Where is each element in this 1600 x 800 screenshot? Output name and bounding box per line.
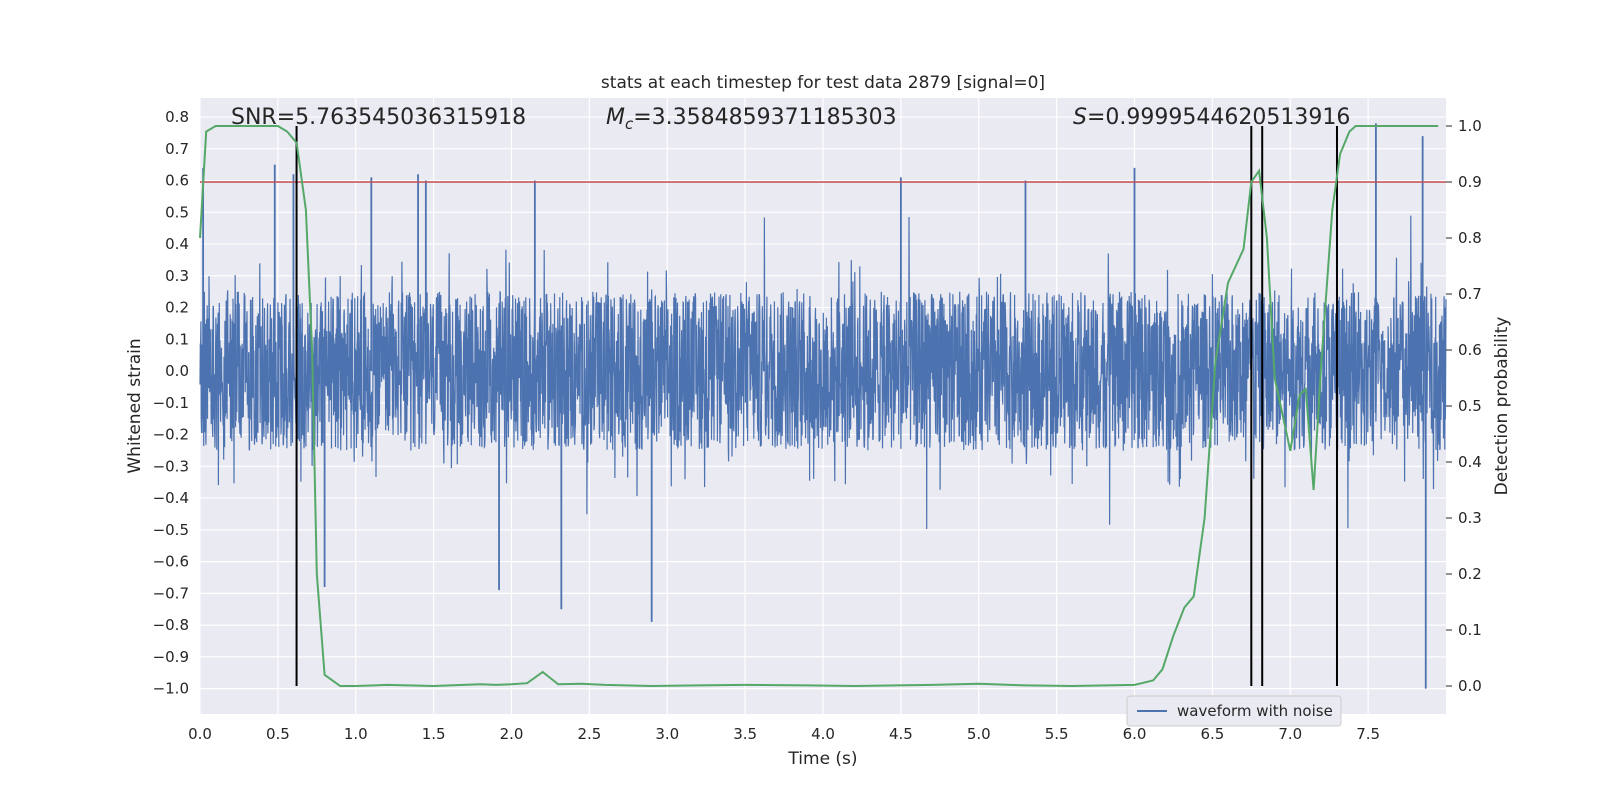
y-tick-label: −0.4: [153, 489, 189, 507]
score-annotation: S=0.9999544620513916: [1073, 105, 1350, 130]
x-tick-label: 7.5: [1356, 725, 1380, 743]
y-axis-ticks: 0.8 0.7 0.6 0.5 0.4 0.3 0.2 0.1 0.0 −0.1 −0.2 −0.3 −…: [153, 108, 189, 698]
x-axis-ticks: 0.0 0.5 1.0 1.5 2.0 2.5 3.0 3.5 4.0 4.5 5.0 5.5 6.0 6…: [188, 725, 1380, 743]
x-tick-label: 4.0: [811, 725, 835, 743]
y2-tick-label: 0.3: [1458, 509, 1482, 527]
y-tick-label: 0.4: [165, 235, 189, 253]
y2-tick-label: 0.6: [1458, 341, 1482, 359]
x-tick-label: 1.5: [422, 725, 446, 743]
y2-axis-ticks: 1.0 0.9 0.8 0.7 0.6 0.5 0.4 0.3 0.2 0.1 0.0: [1446, 117, 1482, 695]
y-tick-label: −0.3: [153, 457, 189, 475]
y2-tick-label: 0.2: [1458, 565, 1482, 583]
detection-probability-series: [199, 125, 1439, 688]
x-tick-label: 1.0: [344, 725, 368, 743]
probability-line: [199, 125, 1439, 688]
y-tick-label: 0.3: [165, 267, 189, 285]
snr-annotation: SNR=5.763545036315918: [231, 105, 526, 130]
x-tick-label: 5.5: [1045, 725, 1069, 743]
y2-tick-label: 1.0: [1458, 117, 1482, 135]
y-tick-label: 0.5: [165, 203, 189, 221]
y-tick-label: 0.1: [165, 330, 189, 348]
y-tick-label: −0.7: [153, 584, 189, 602]
y2-axis-label: Detection probability: [1492, 317, 1512, 496]
y-tick-label: 0.6: [165, 172, 189, 190]
waveform-with-noise-series: [199, 123, 1447, 689]
x-tick-label: 0.0: [188, 725, 212, 743]
y-tick-label: −0.8: [153, 616, 189, 634]
x-tick-label: 0.5: [266, 725, 290, 743]
x-tick-label: 6.5: [1200, 725, 1224, 743]
y2-tick-label: 0.8: [1458, 229, 1482, 247]
y-tick-label: 0.8: [165, 108, 189, 126]
y-axis-label: Whitened strain: [125, 338, 145, 473]
x-axis-label: Time (s): [787, 749, 857, 769]
x-tick-label: 6.0: [1123, 725, 1147, 743]
x-tick-label: 3.5: [733, 725, 757, 743]
y-tick-label: −0.9: [153, 648, 189, 666]
x-tick-label: 3.0: [655, 725, 679, 743]
y2-tick-label: 0.0: [1458, 677, 1482, 695]
y2-tick-label: 0.5: [1458, 397, 1482, 415]
y2-tick-label: 0.1: [1458, 621, 1482, 639]
y-tick-label: 0.7: [165, 140, 189, 158]
y-tick-label: −0.1: [153, 394, 189, 412]
chirp-mass-annotation: Mc=3.3584859371185303: [606, 105, 897, 133]
legend-label: waveform with noise: [1177, 702, 1333, 720]
waveform-line: [199, 215, 1447, 530]
y-tick-label: −0.2: [153, 426, 189, 444]
vertical-marker-lines: [295, 126, 1338, 686]
y-tick-label: 0.0: [165, 362, 189, 380]
legend-box: [1126, 695, 1342, 727]
y2-tick-label: 0.4: [1458, 453, 1482, 471]
x-tick-label: 7.0: [1278, 725, 1302, 743]
y2-tick-label: 0.7: [1458, 285, 1482, 303]
y-tick-label: −0.5: [153, 521, 189, 539]
chart-title: stats at each timestep for test data 287…: [601, 73, 1045, 93]
x-tick-label: 5.0: [967, 725, 991, 743]
y2-tick-label: 0.9: [1458, 173, 1482, 191]
y-tick-label: −1.0: [153, 680, 189, 698]
legend: waveform with noise: [1126, 695, 1342, 727]
x-tick-label: 2.0: [500, 725, 524, 743]
x-tick-label: 2.5: [577, 725, 601, 743]
y-tick-label: −0.6: [153, 553, 189, 571]
y-tick-label: 0.2: [165, 299, 189, 317]
x-tick-label: 4.5: [889, 725, 913, 743]
